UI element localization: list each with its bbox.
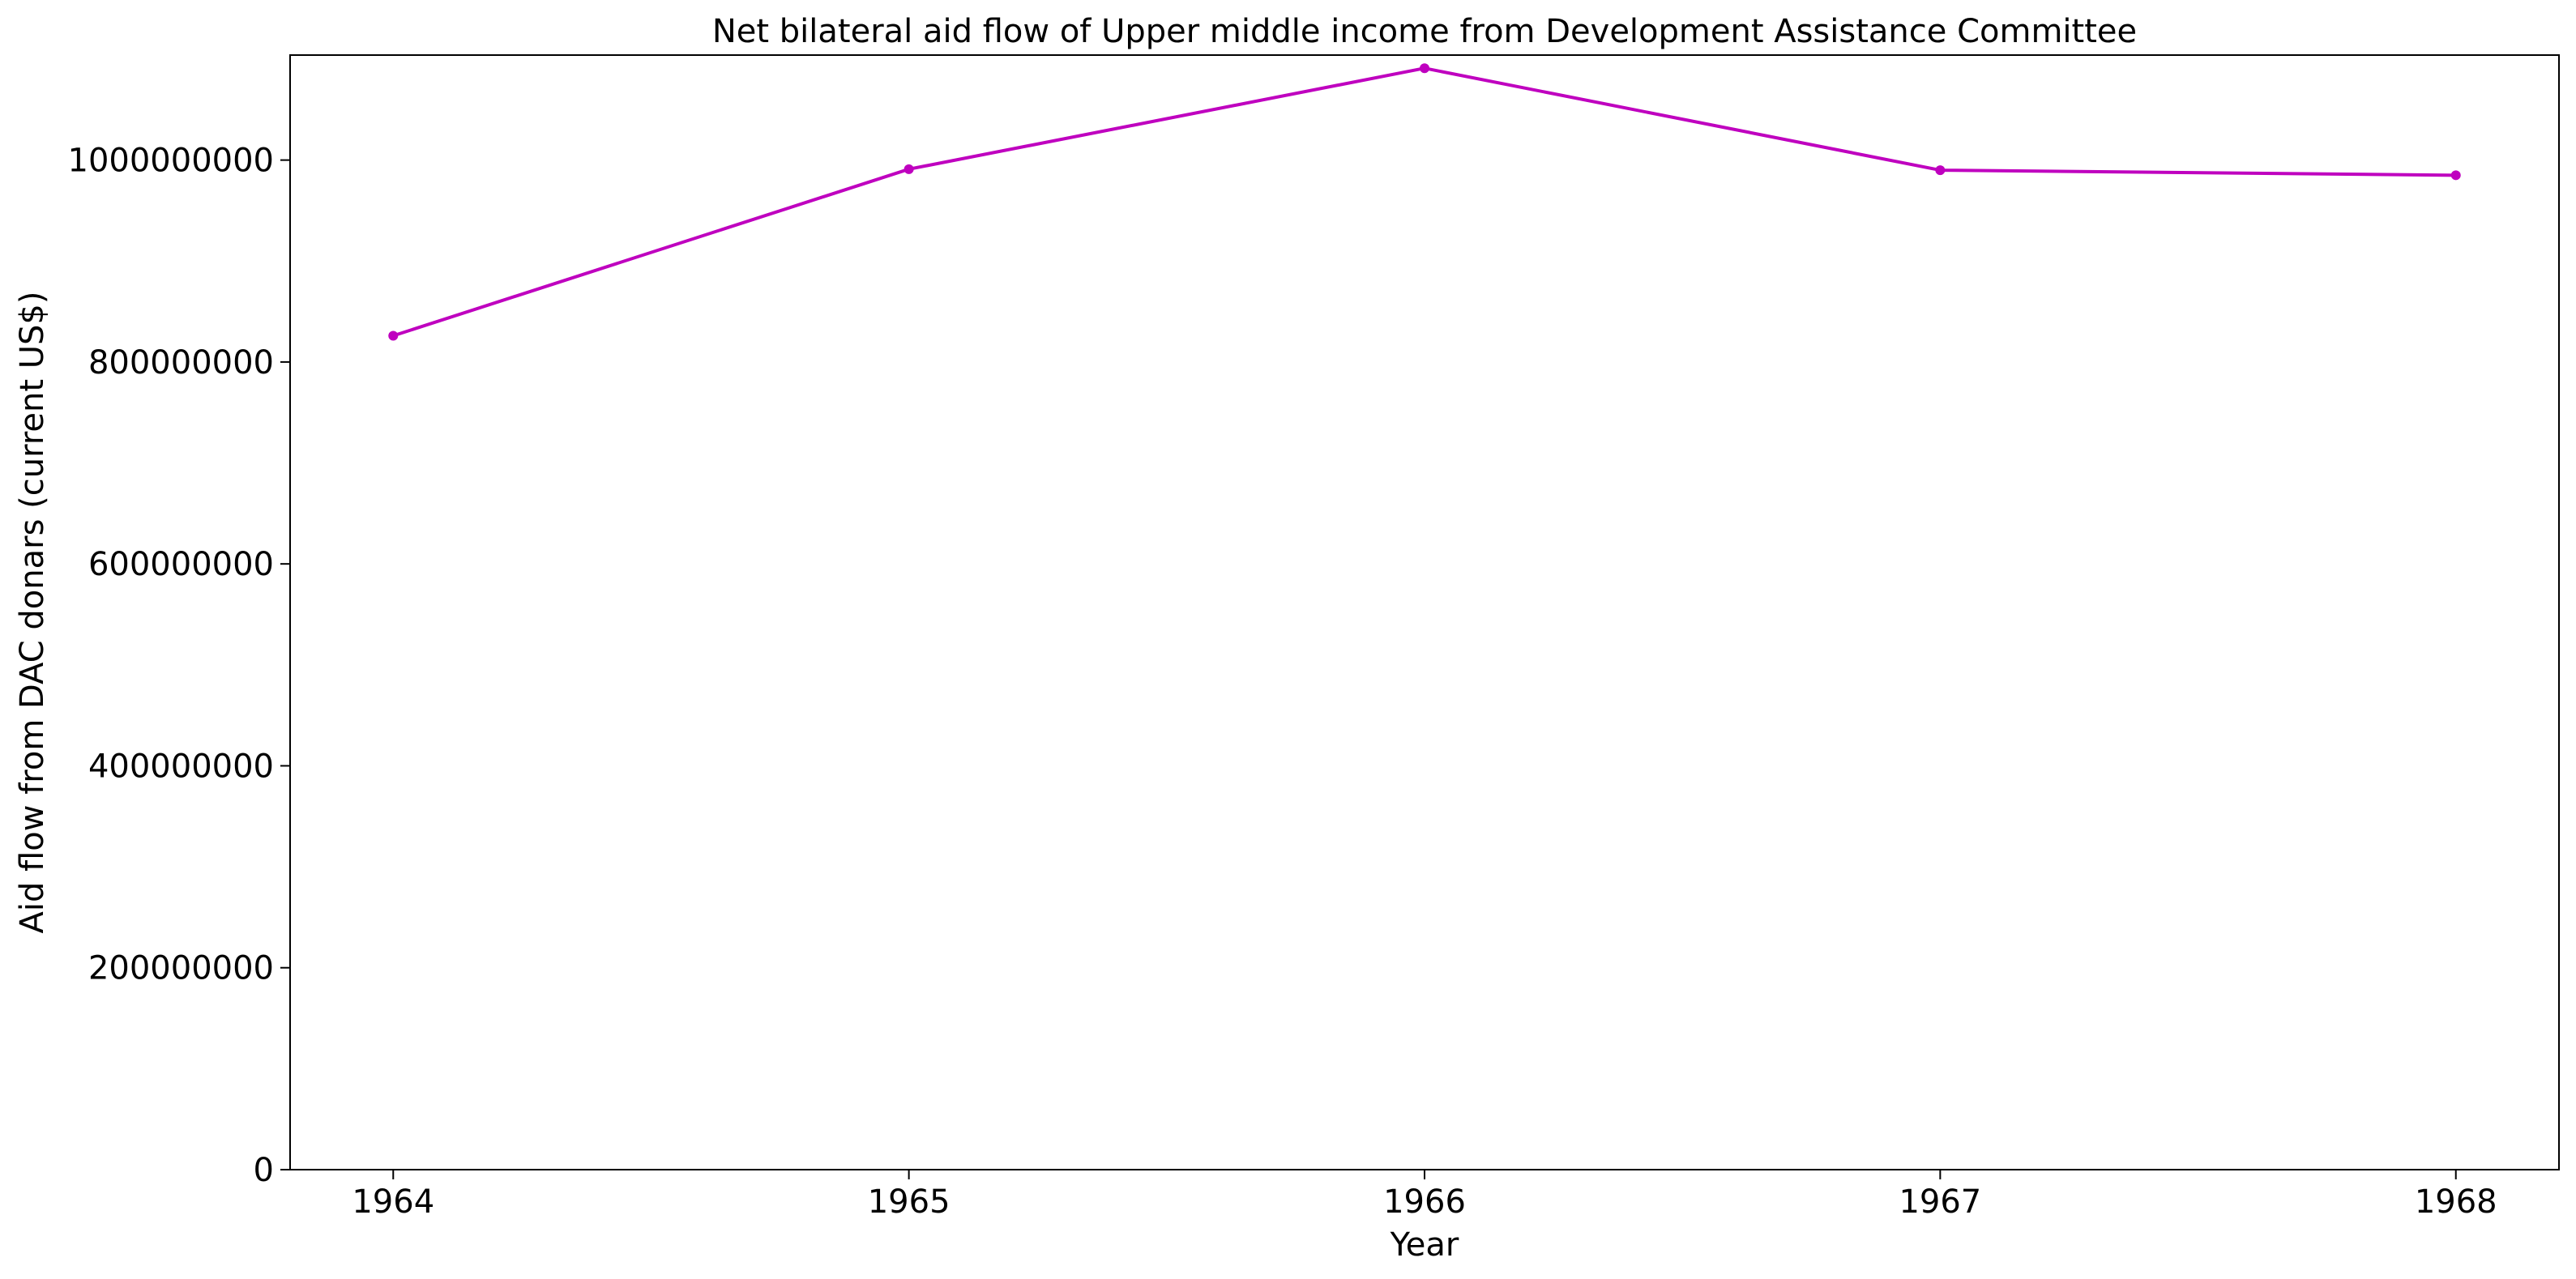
- data-point: [388, 330, 399, 341]
- data-point: [1420, 63, 1429, 74]
- y-tick-label: 400000000: [88, 748, 274, 785]
- x-tick-label: 1966: [1383, 1183, 1466, 1221]
- y-tick-label: 200000000: [88, 950, 274, 987]
- y-tick-label: 600000000: [88, 546, 274, 583]
- plot-frame: [289, 54, 2560, 1170]
- series-layer: [388, 63, 2461, 341]
- x-tick-label: 1965: [868, 1183, 951, 1221]
- y-tick-label: 0: [254, 1152, 274, 1189]
- series-line: [391, 66, 2458, 338]
- y-axis-ticks: 0 200000000 400000000 600000000 800000000 100…: [68, 143, 290, 1189]
- x-tick-label: 1967: [1899, 1183, 1981, 1221]
- x-axis-label: Year: [1390, 1226, 1459, 1264]
- chart-title: Net bilateral aid flow of Upper middle i…: [712, 13, 2137, 50]
- x-tick-label: 1964: [352, 1183, 434, 1221]
- y-axis-label: Aid flow from DAC donars (current US$): [14, 292, 51, 934]
- y-tick-label: 1000000000: [68, 143, 275, 180]
- y-tick-label: 800000000: [88, 344, 274, 382]
- x-tick-label: 1968: [2415, 1183, 2497, 1221]
- data-point: [1935, 165, 1946, 176]
- x-axis-ticks: 1964 1965 1966 1967 1968: [352, 1170, 2497, 1221]
- data-point: [2450, 170, 2461, 181]
- data-point: [904, 164, 914, 174]
